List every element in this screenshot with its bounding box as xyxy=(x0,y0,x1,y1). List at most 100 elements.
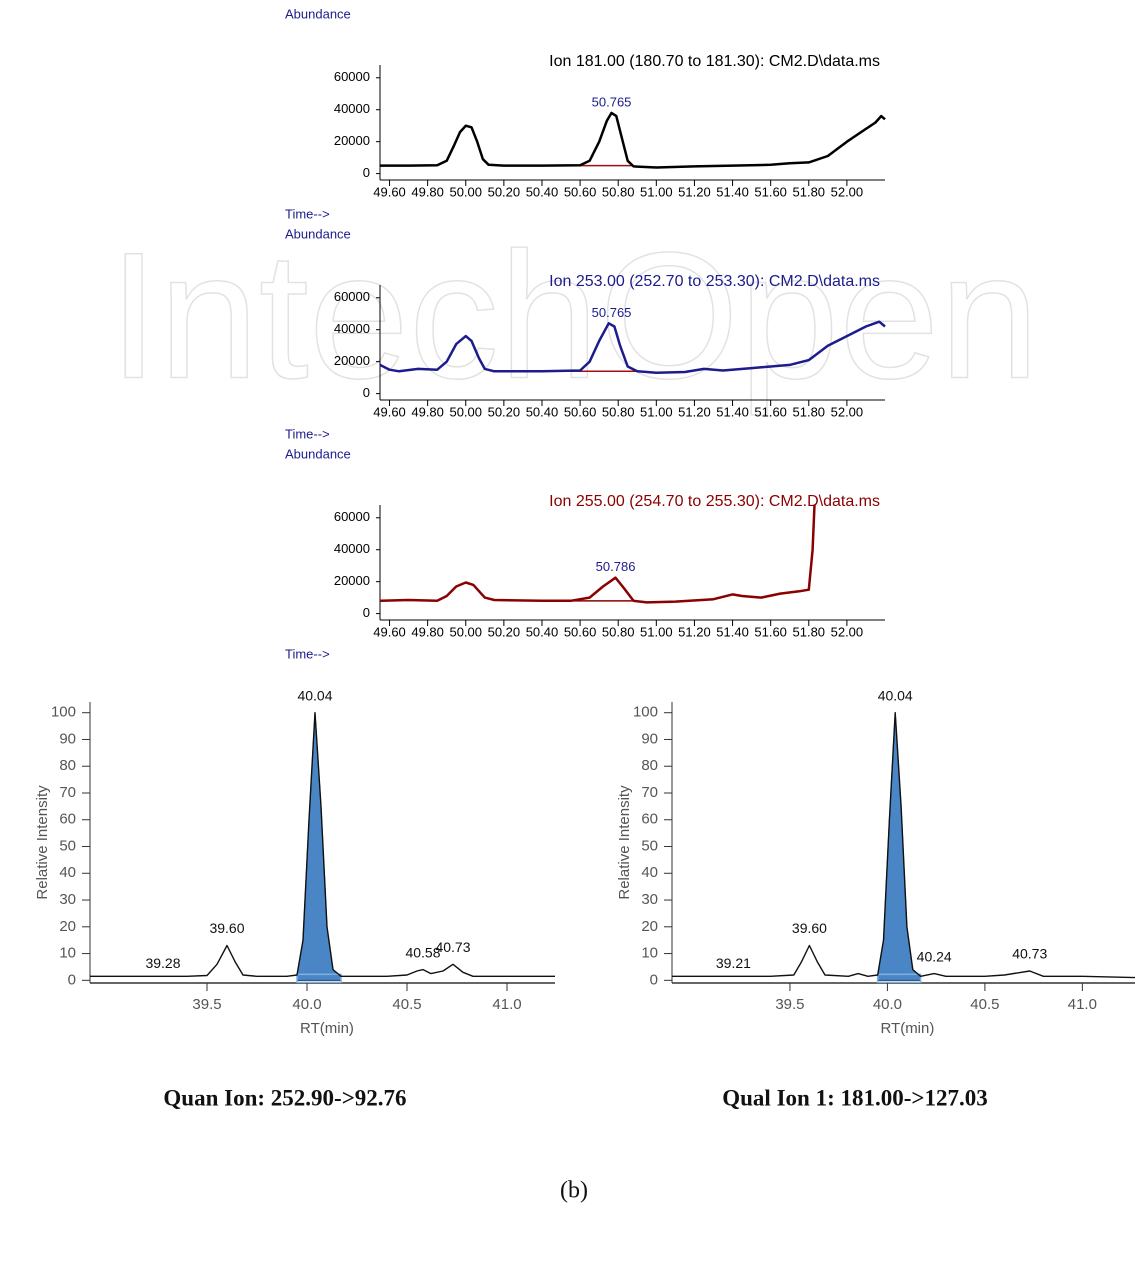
x-tick-label: 51.40 xyxy=(716,624,749,639)
x-tick-label: 40.0 xyxy=(873,996,902,1013)
x-tick-label: 40.0 xyxy=(292,996,321,1013)
x-tick-label: 52.00 xyxy=(831,184,864,199)
y-tick-label: 90 xyxy=(641,730,658,747)
y-tick-label: 20000 xyxy=(334,133,370,148)
peak-box xyxy=(296,973,342,984)
x-tick-label: 41.0 xyxy=(492,996,521,1013)
y-tick-label: 60 xyxy=(59,811,76,828)
y-tick-label: 80 xyxy=(641,757,658,774)
peak-label: 40.04 xyxy=(878,687,913,703)
x-tick-label: 51.00 xyxy=(640,184,673,199)
y-tick-label: 50 xyxy=(641,837,658,854)
x-tick-label: 49.80 xyxy=(411,624,444,639)
x-tick-label: 51.00 xyxy=(640,624,673,639)
y-tick-label: 20 xyxy=(641,918,658,935)
x-tick-label: 50.80 xyxy=(602,624,635,639)
peak-label: 50.765 xyxy=(592,94,632,109)
x-tick-label: 50.20 xyxy=(488,184,521,199)
peak-box xyxy=(876,973,922,984)
y-tick-label: 30 xyxy=(59,891,76,908)
x-tick-label: 49.60 xyxy=(373,404,406,419)
x-tick-label: 50.60 xyxy=(564,184,597,199)
x-tick-label: 50.60 xyxy=(564,404,597,419)
peak-label: 39.60 xyxy=(792,920,827,936)
y-axis-label: Abundance xyxy=(285,446,351,461)
y-tick-label: 100 xyxy=(51,704,76,721)
x-tick-label: 51.20 xyxy=(678,404,711,419)
peak-label: 39.28 xyxy=(145,955,180,971)
x-tick-label: 41.0 xyxy=(1068,996,1097,1013)
x-tick-label: 50.20 xyxy=(488,624,521,639)
x-axis-label: RT(min) xyxy=(300,1020,354,1037)
peak-label: 40.73 xyxy=(435,939,470,955)
x-tick-label: 51.60 xyxy=(754,624,787,639)
chromatogram-line xyxy=(672,712,1136,979)
peak-label: 39.21 xyxy=(716,955,751,971)
x-tick-label: 50.40 xyxy=(526,404,559,419)
x-tick-label: 39.5 xyxy=(775,996,804,1013)
x-axis-label: Time--> xyxy=(285,426,330,441)
y-axis-label: Abundance xyxy=(285,226,351,241)
x-tick-label: 49.80 xyxy=(411,404,444,419)
y-tick-label: 100 xyxy=(633,704,658,721)
y-tick-label: 40000 xyxy=(334,101,370,116)
x-tick-label: 50.80 xyxy=(602,404,635,419)
caption: (b) xyxy=(560,1178,588,1204)
y-tick-label: 0 xyxy=(650,971,658,988)
y-tick-label: 40 xyxy=(641,864,658,881)
y-tick-label: 80 xyxy=(59,757,76,774)
x-tick-label: 51.40 xyxy=(716,184,749,199)
x-tick-label: 52.00 xyxy=(831,624,864,639)
y-tick-label: 20000 xyxy=(334,573,370,588)
x-axis-label: Time--> xyxy=(285,646,330,661)
chart-title: Ion 255.00 (254.70 to 255.30): CM2.D\dat… xyxy=(549,493,880,510)
x-tick-label: 49.60 xyxy=(373,184,406,199)
y-tick-label: 70 xyxy=(641,784,658,801)
y-tick-label: 60000 xyxy=(334,509,370,524)
y-tick-label: 40 xyxy=(59,864,76,881)
y-axis-label: Relative Intensity xyxy=(616,785,633,900)
watermark: IntechOpen xyxy=(109,216,1040,417)
x-tick-label: 49.80 xyxy=(411,184,444,199)
y-tick-label: 50 xyxy=(59,837,76,854)
y-tick-label: 90 xyxy=(59,730,76,747)
chart-title: Ion 181.00 (180.70 to 181.30): CM2.D\dat… xyxy=(549,53,880,70)
y-tick-label: 0 xyxy=(68,971,76,988)
x-tick-label: 50.40 xyxy=(526,624,559,639)
x-tick-label: 51.20 xyxy=(678,184,711,199)
x-tick-label: 51.60 xyxy=(754,184,787,199)
x-tick-label: 50.20 xyxy=(488,404,521,419)
chromatogram-line xyxy=(379,320,886,375)
x-tick-label: 49.60 xyxy=(373,624,406,639)
x-tick-label: 51.80 xyxy=(793,624,826,639)
chart-title: Qual Ion 1: 181.00->127.03 xyxy=(722,1085,988,1110)
y-tick-label: 0 xyxy=(363,385,370,400)
x-tick-label: 50.80 xyxy=(602,184,635,199)
y-tick-label: 60 xyxy=(641,811,658,828)
y-axis-label: Relative Intensity xyxy=(34,785,51,900)
peak-label: 39.60 xyxy=(209,920,244,936)
x-tick-label: 50.60 xyxy=(564,624,597,639)
x-axis-label: RT(min) xyxy=(880,1020,934,1037)
x-tick-label: 51.80 xyxy=(793,404,826,419)
x-tick-label: 51.20 xyxy=(678,624,711,639)
y-tick-label: 20 xyxy=(59,918,76,935)
y-tick-label: 60000 xyxy=(334,69,370,84)
x-tick-label: 51.40 xyxy=(716,404,749,419)
peak-label: 40.58 xyxy=(405,944,440,960)
y-tick-label: 10 xyxy=(59,945,76,962)
x-tick-label: 39.5 xyxy=(192,996,221,1013)
peak-label: 50.786 xyxy=(596,559,636,574)
x-tick-label: 50.00 xyxy=(449,404,482,419)
peak-label: 50.765 xyxy=(592,305,632,320)
chromatogram-line xyxy=(90,712,555,977)
peak-label: 40.04 xyxy=(297,687,332,703)
x-tick-label: 50.00 xyxy=(449,184,482,199)
chromatogram-line xyxy=(380,111,886,169)
peak-label: 40.73 xyxy=(1012,946,1047,962)
x-tick-label: 51.60 xyxy=(754,404,787,419)
y-tick-label: 30 xyxy=(641,891,658,908)
x-tick-label: 40.5 xyxy=(970,996,999,1013)
y-tick-label: 10 xyxy=(641,945,658,962)
